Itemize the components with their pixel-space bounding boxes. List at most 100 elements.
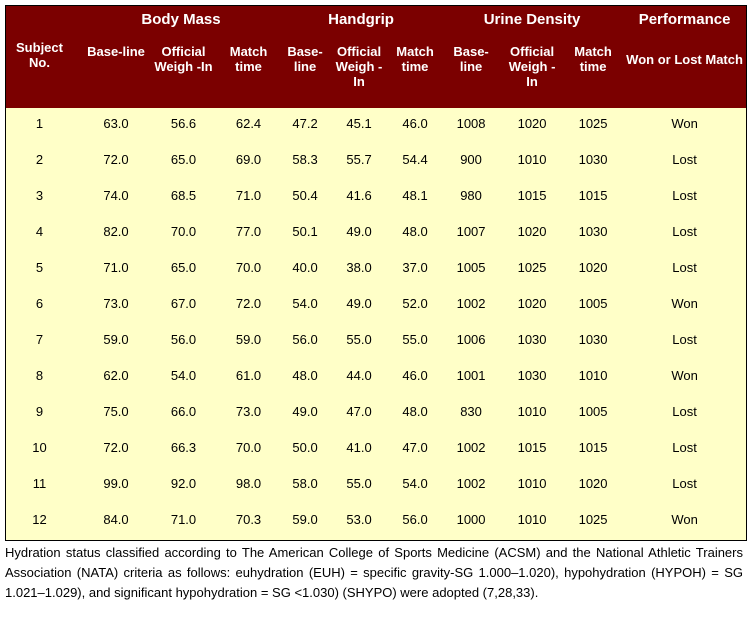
cell-value: 70.0 [235,260,262,275]
table-cell: 44.0 [329,360,390,396]
cell-value: Won [671,296,698,311]
cell-value: 71.0 [235,188,262,203]
cell-value: Lost [672,332,697,347]
table-cell: 65.0 [151,144,216,180]
table-cell: 72.0 [216,288,282,324]
table-cell: 50.0 [281,432,330,468]
cell-value: Lost [672,188,697,203]
table-cell: 6 [6,288,81,324]
table-cell: 74.0 [81,180,151,216]
cell-value: 11 [32,476,47,491]
cell-value: 72.0 [103,152,129,167]
cell-value: 50.4 [292,188,318,203]
table-cell: 49.0 [329,288,390,324]
table-cell: 56.0 [151,324,216,360]
table-cell: 47.2 [281,108,330,144]
table-cell: 1007 [441,216,502,252]
table-cell: 71.0 [81,252,151,288]
table-cell: 40.0 [281,252,330,288]
cell-value: 1020 [517,224,547,239]
cell-value: 1010 [517,512,547,527]
cell-value: 1015 [578,188,608,203]
cell-value: 58.3 [292,152,318,167]
cell-value: 70.0 [235,440,262,455]
cell-value: 1008 [456,116,486,131]
table-cell: 54.0 [281,288,330,324]
cell-value: 47.0 [402,440,428,455]
cell-value: Lost [672,440,697,455]
table-cell: 71.0 [151,504,216,540]
table-cell: 48.0 [281,360,330,396]
cell-value: 68.5 [170,188,197,203]
cell-value: 1010 [517,152,547,167]
page: Body Mass Handgrip Urine Density Perform… [5,5,747,600]
cell-value: 46.0 [402,368,428,383]
cell-value: 59.0 [235,332,262,347]
cell-value: 1002 [456,476,486,491]
cell-value: 62.4 [235,116,262,131]
table-cell: 1030 [501,360,564,396]
table-cell: 48.0 [389,216,442,252]
table-cell: 66.3 [151,432,216,468]
cell-value: 54.0 [292,296,318,311]
table-row: 6 73.0 67.0 72.0 54.0 49.0 52.0 1002 1020 1005 Won [6,288,747,324]
table-cell: 54.4 [389,144,442,180]
cell-value: 830 [460,404,482,419]
cell-value: 49.0 [292,404,318,419]
table-cell: 70.3 [216,504,282,540]
cell-value: 55.0 [346,332,372,347]
table-cell: 58.0 [281,468,330,504]
cell-value: 72.0 [235,296,262,311]
table-cell: 46.0 [389,360,442,396]
cell-value: 56.0 [292,332,318,347]
sub-header: Base-line [81,32,151,108]
table-cell: 66.0 [151,396,216,432]
cell-value: 69.0 [235,152,262,167]
sub-header: Match time [563,32,624,108]
group-header-urine-density: Urine Density [441,6,624,32]
table-cell: 65.0 [151,252,216,288]
cell-value: 1020 [517,296,547,311]
table-row: 9 75.0 66.0 73.0 49.0 47.0 48.0 830 1010 1005 Lost [6,396,747,432]
cell-value: Won [671,512,698,527]
table-cell: 55.0 [329,324,390,360]
sub-header: Official Weigh -In [329,32,390,108]
table-cell: 1025 [563,504,624,540]
sub-header: Base-line [281,32,330,108]
table-cell: 75.0 [81,396,151,432]
table-cell: 62.4 [216,108,282,144]
table-cell: Won [623,504,747,540]
table-cell: 1030 [563,216,624,252]
table-cell: Lost [623,252,747,288]
cell-value: 82.0 [103,224,129,239]
table-cell: 1002 [441,432,502,468]
table-row: 12 84.0 71.0 70.3 59.0 53.0 56.0 1000 1010 1025 Wo… [6,504,747,540]
cell-value: 1005 [578,296,608,311]
table-cell: 68.5 [151,180,216,216]
table-cell: 37.0 [389,252,442,288]
table-cell: 92.0 [151,468,216,504]
table-cell: 1 [6,108,81,144]
table-row: 11 99.0 92.0 98.0 58.0 55.0 54.0 1002 1010 1020 Lo… [6,468,747,504]
table-cell: 49.0 [329,216,390,252]
table-cell: 41.6 [329,180,390,216]
table-cell: 1005 [441,252,502,288]
table-cell: 56.6 [151,108,216,144]
cell-value: 2 [35,152,44,167]
cell-value: 50.0 [292,440,318,455]
cell-value: 59.0 [103,332,129,347]
cell-value: 65.0 [170,260,197,275]
cell-value: 92.0 [170,476,197,491]
cell-value: 1025 [578,116,608,131]
table-row: 3 74.0 68.5 71.0 50.4 41.6 48.1 980 1015 1015 Lost [6,180,747,216]
cell-value: 56.0 [170,332,197,347]
cell-value: 1010 [517,404,547,419]
cell-value: 70.3 [235,512,262,527]
table-cell: 98.0 [216,468,282,504]
table-footnote: Hydration status classified according to… [5,545,743,600]
cell-value: 75.0 [103,404,129,419]
cell-value: 54.0 [170,368,197,383]
table-row: 5 71.0 65.0 70.0 40.0 38.0 37.0 1005 1025 1020 Los… [6,252,747,288]
table-cell: 48.0 [389,396,442,432]
table-cell: 45.1 [329,108,390,144]
